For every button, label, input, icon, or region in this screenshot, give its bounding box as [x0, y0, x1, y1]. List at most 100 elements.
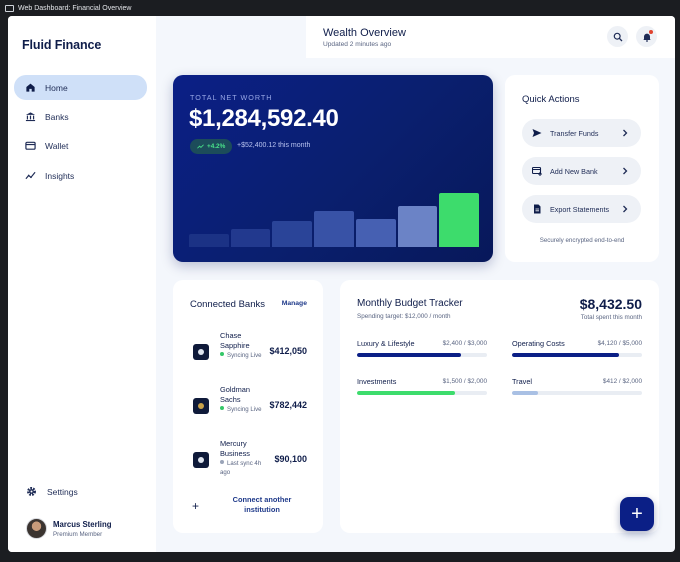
brand-logo[interactable]: Fluid Finance — [22, 38, 102, 52]
sidebar-item-wallet[interactable]: Wallet — [14, 133, 147, 158]
avatar — [26, 518, 47, 539]
bank-balance: $90,100 — [274, 454, 307, 464]
manage-banks-link[interactable]: Manage — [281, 300, 307, 307]
chevron-right-icon — [623, 205, 628, 213]
bank-name: Chase Sapphire — [220, 331, 250, 350]
quick-actions-card: Quick Actions Transfer Funds Add New Ban… — [505, 75, 659, 262]
wallet-icon — [24, 140, 36, 152]
security-note: Securely encrypted end-to-end — [539, 237, 625, 244]
export-statements-label: Export Statements — [550, 204, 610, 214]
growth-badge-label: +4.2% — [207, 143, 226, 150]
bank-balance: $412,050 — [269, 346, 307, 356]
goldman-logo — [193, 398, 209, 414]
document-icon — [531, 203, 543, 215]
bank-row-mercury[interactable]: Mercury Business Last sync 4h ago $90,10… — [193, 439, 307, 479]
bank-sync-status: Last sync 4h ago — [220, 460, 262, 476]
user-name: Marcus Sterling — [53, 519, 112, 529]
add-fab-button[interactable]: + — [620, 497, 654, 531]
connected-banks-title: Connected Banks — [190, 299, 265, 310]
transfer-funds-button[interactable]: Transfer Funds — [522, 119, 641, 147]
budget-target: Spending target: $12,000 / month — [357, 313, 451, 320]
notification-dot — [649, 30, 653, 34]
budget-category-luxury[interactable]: Luxury & Lifestyle $2,400 / $3,000 — [357, 339, 487, 363]
export-statements-button[interactable]: Export Statements — [522, 195, 641, 223]
net-worth-change: +$52,400.12 this month — [237, 142, 311, 149]
category-amount: $2,400 / $3,000 — [442, 340, 487, 347]
window-titlebar: Web Dashboard: Financial Overview — [0, 0, 680, 16]
bank-name: Mercury Business — [220, 439, 250, 458]
gear-icon — [27, 487, 36, 496]
home-icon — [24, 82, 36, 94]
sidebar-item-label: Home — [45, 82, 68, 93]
window-title: Web Dashboard: Financial Overview — [18, 4, 132, 12]
category-amount: $412 / $2,000 — [602, 378, 642, 385]
sidebar-item-banks[interactable]: Banks — [14, 104, 147, 129]
category-name: Luxury & Lifestyle — [357, 339, 415, 348]
budget-total-label: Total spent this month — [580, 314, 642, 321]
trend-bar — [314, 210, 354, 247]
sidebar: Fluid Finance Home Banks Wallet Insights — [8, 16, 156, 552]
sidebar-item-home[interactable]: Home — [14, 75, 147, 100]
bank-balance: $782,442 — [269, 400, 307, 410]
bank-sync-status: Syncing Live — [220, 352, 266, 361]
sidebar-item-insights[interactable]: Insights — [14, 163, 147, 188]
sidebar-item-label: Wallet — [45, 140, 69, 151]
notifications-button[interactable] — [636, 26, 657, 47]
budget-total-spent: $8,432.50 — [579, 296, 642, 312]
user-role: Premium Member — [53, 530, 103, 538]
settings-link[interactable]: Settings — [26, 486, 78, 497]
budget-title: Monthly Budget Tracker — [357, 298, 463, 309]
net-worth-card: TOTAL NET WORTH $1,284,592.40 +4.2% +$52… — [173, 75, 493, 262]
plus-icon: + — [192, 499, 200, 513]
category-amount: $4,120 / $5,000 — [597, 340, 642, 347]
category-progress-track — [512, 391, 642, 395]
category-progress-fill — [512, 391, 538, 395]
category-progress-track — [357, 353, 487, 357]
search-icon — [613, 32, 622, 41]
bell-icon — [642, 33, 651, 42]
trend-up-icon — [197, 144, 204, 149]
category-progress-track — [512, 353, 642, 357]
trend-bar — [439, 192, 479, 247]
send-icon — [531, 127, 543, 139]
budget-category-operating[interactable]: Operating Costs $4,120 / $5,000 — [512, 339, 642, 363]
net-worth-value: $1,284,592.40 — [189, 105, 339, 132]
bank-name: Goldman Sachs — [220, 385, 250, 404]
bank-row-goldman[interactable]: Goldman Sachs Syncing Live $782,442 — [193, 385, 307, 425]
net-worth-trend-bars — [189, 181, 479, 247]
connect-institution-button[interactable]: + Connect another institution — [190, 495, 308, 519]
insights-icon — [24, 170, 36, 182]
search-button[interactable] — [607, 26, 628, 47]
category-progress-track — [357, 391, 487, 395]
sidebar-item-label: Banks — [45, 111, 69, 122]
chase-logo — [193, 344, 209, 360]
sync-live-dot — [220, 352, 224, 356]
page-subtitle: Updated 2 minutes ago — [323, 41, 392, 48]
category-progress-fill — [357, 353, 461, 357]
budget-category-investments[interactable]: Investments $1,500 / $2,000 — [357, 377, 487, 401]
budget-tracker-card: Monthly Budget Tracker Spending target: … — [340, 280, 659, 533]
category-name: Investments — [357, 377, 397, 386]
add-new-bank-label: Add New Bank — [550, 166, 598, 176]
category-progress-fill — [512, 353, 619, 357]
bank-sync-status: Syncing Live — [220, 406, 266, 415]
add-new-bank-button[interactable]: Add New Bank — [522, 157, 641, 185]
app-window: Fluid Finance Home Banks Wallet Insights — [8, 16, 675, 552]
bank-row-chase[interactable]: Chase Sapphire Syncing Live $412,050 — [193, 331, 307, 371]
bank-icon — [24, 111, 36, 123]
user-profile[interactable]: Marcus Sterling Premium Member — [26, 518, 112, 539]
settings-label: Settings — [47, 486, 78, 497]
chevron-right-icon — [623, 167, 628, 175]
category-progress-fill — [357, 391, 455, 395]
category-amount: $1,500 / $2,000 — [442, 378, 487, 385]
trend-bar — [230, 228, 271, 247]
top-header: Wealth Overview Updated 2 minutes ago — [306, 16, 675, 58]
sync-idle-dot — [220, 460, 224, 464]
transfer-funds-label: Transfer Funds — [550, 128, 599, 138]
sync-live-dot — [220, 406, 224, 410]
budget-category-travel[interactable]: Travel $412 / $2,000 — [512, 377, 642, 401]
trend-bar — [272, 220, 313, 247]
trend-bar — [189, 233, 229, 247]
growth-badge: +4.2% — [190, 139, 233, 154]
mercury-logo — [193, 452, 209, 468]
